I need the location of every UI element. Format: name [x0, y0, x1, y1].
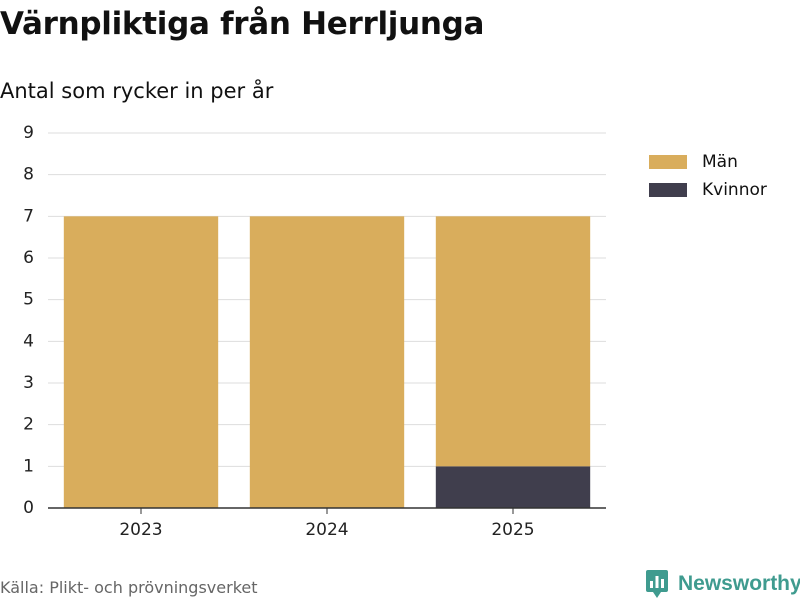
x-tick-label-2024: 2024 — [305, 520, 348, 540]
legend-swatch-man — [649, 155, 687, 169]
source-note: Källa: Plikt- och prövningsverket — [0, 578, 258, 597]
bar-kvinnor-2025 — [435, 466, 591, 508]
y-tick-label-1: 1 — [23, 456, 34, 476]
legend: Män Kvinnor — [649, 148, 767, 204]
bar-män-2023 — [63, 216, 219, 509]
legend-label-man: Män — [702, 152, 738, 172]
chart-title: Värnpliktiga från Herrljunga — [0, 6, 485, 42]
y-tick-label-5: 5 — [23, 290, 34, 310]
y-tick-label-9: 9 — [23, 123, 34, 143]
legend-label-kvinnor: Kvinnor — [702, 180, 767, 200]
brand-logo[interactable]: Newsworthy — [645, 569, 800, 599]
legend-item-man[interactable]: Män — [649, 148, 767, 176]
y-tick-label-7: 7 — [23, 206, 34, 226]
newsworthy-logo-icon — [646, 570, 668, 598]
y-tick-label-0: 0 — [23, 498, 34, 518]
y-tick-label-2: 2 — [23, 415, 34, 435]
brand-name: Newsworthy — [678, 572, 800, 595]
legend-swatch-kvinnor — [649, 183, 687, 197]
x-tick-label-2025: 2025 — [491, 520, 534, 540]
chart-subtitle: Antal som rycker in per år — [0, 79, 274, 103]
y-tick-label-3: 3 — [23, 373, 34, 393]
x-tick-label-2023: 2023 — [119, 520, 162, 540]
y-tick-label-8: 8 — [23, 165, 34, 185]
y-tick-label-4: 4 — [23, 331, 34, 351]
legend-item-kvinnor[interactable]: Kvinnor — [649, 176, 767, 204]
bar-män-2025 — [435, 216, 591, 467]
bar-män-2024 — [249, 216, 405, 509]
y-tick-label-6: 6 — [23, 248, 34, 268]
